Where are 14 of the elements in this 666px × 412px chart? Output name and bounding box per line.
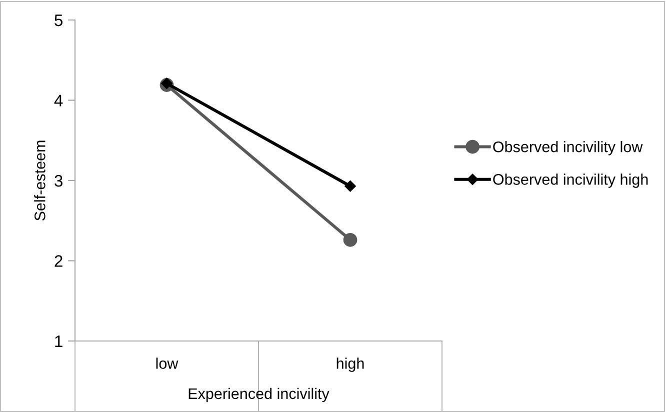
x-axis-title: Experienced incivility (188, 388, 330, 402)
y-tick-label: 1 (55, 336, 62, 348)
x-tick-label: low (156, 358, 178, 369)
x-tick-label: high (336, 358, 364, 372)
y-tick-label: 3 (54, 174, 62, 187)
y-tick-label: 2 (54, 255, 62, 267)
y-tick-label: 4 (54, 94, 63, 106)
legend-label: Observed incivility high (493, 174, 648, 188)
point (344, 180, 356, 192)
legend-label: Observed incivility low (493, 141, 643, 156)
y-axis-title: Self-esteem (34, 140, 46, 221)
y-tick-label: 5 (54, 14, 62, 26)
point (161, 78, 172, 90)
point (343, 232, 358, 247)
